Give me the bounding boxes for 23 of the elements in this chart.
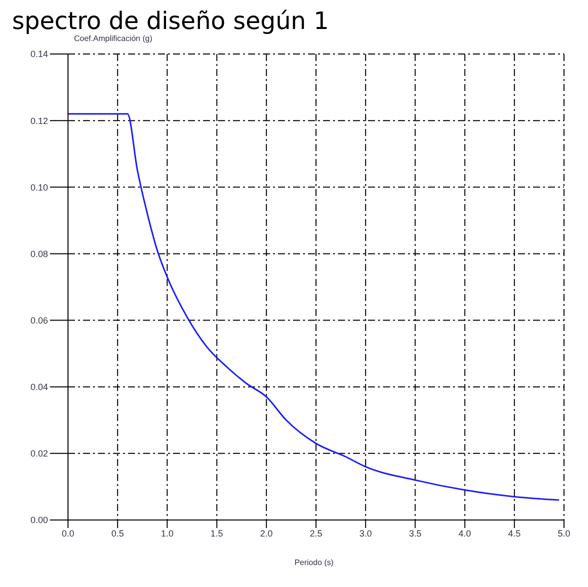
- x-axis-title: Periodo (s): [293, 558, 335, 567]
- x-tick-label: 0.5: [111, 528, 124, 538]
- line-series: [68, 113, 560, 501]
- x-tick-label: 4.0: [458, 528, 472, 538]
- x-tick-label: 3.5: [408, 528, 422, 538]
- y-tick-label: 0.14: [30, 49, 48, 60]
- chart-title: spectro de diseño según 1: [12, 7, 330, 35]
- y-tick-label: 0.10: [30, 182, 48, 192]
- y-tick-label: 0.06: [30, 315, 48, 326]
- x-tick-label: 0.0: [62, 528, 74, 538]
- x-tick-label: 2.0: [260, 528, 273, 538]
- x-tick-label: 2.5: [310, 528, 322, 538]
- x-tick-label: 4.5: [508, 528, 521, 538]
- x-tick-label: 3.0: [359, 528, 372, 538]
- x-tick-label: 5.0: [558, 528, 570, 538]
- y-tick-label: 0.12: [30, 116, 48, 126]
- y-axis-title: Coef.Amplificación (g): [74, 34, 154, 44]
- x-tick-label: 1.0: [160, 528, 174, 538]
- y-tick-label: 0.04: [30, 382, 48, 392]
- y-tick-label: 0.00: [30, 515, 48, 526]
- y-tick-label: 0.08: [30, 248, 48, 259]
- y-tick-label: 0.02: [30, 448, 48, 459]
- x-tick-label: 1.5: [210, 528, 224, 538]
